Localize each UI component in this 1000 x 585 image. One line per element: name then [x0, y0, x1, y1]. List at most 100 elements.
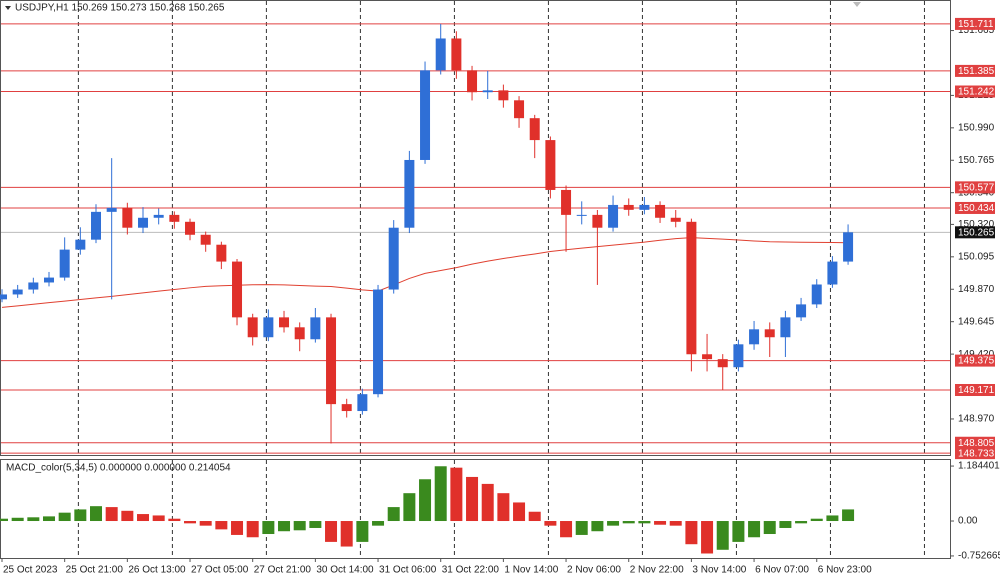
macd-bar: [544, 521, 557, 526]
candle-body: [843, 232, 854, 262]
macd-bar: [732, 521, 745, 542]
candle-body: [435, 38, 446, 71]
x-tick-label: 27 Oct 21:00: [254, 565, 312, 576]
macd-bar: [11, 517, 24, 522]
macd-bar: [466, 476, 479, 522]
macd-bar: [121, 510, 134, 522]
level-label: 151.711: [958, 19, 994, 30]
y-tick-label: 0.00: [958, 516, 978, 527]
macd-bar: [419, 479, 432, 522]
candle-body: [185, 221, 196, 235]
macd-bar: [701, 521, 714, 554]
macd-bar: [74, 509, 87, 522]
candle-body: [420, 70, 431, 160]
candle-body: [169, 214, 180, 222]
candle-body: [247, 317, 258, 338]
macd-bar: [763, 521, 776, 535]
candle-body: [122, 207, 133, 228]
candle-body: [263, 317, 274, 338]
macd-bar: [654, 521, 667, 525]
candle-body: [780, 317, 791, 338]
macd-bar: [215, 521, 228, 530]
level-label: 149.375: [958, 356, 995, 367]
macd-bar: [43, 516, 56, 522]
macd-bar: [403, 493, 416, 522]
level-label: 151.385: [958, 66, 995, 77]
candle-body: [811, 284, 822, 305]
level-label-box: [955, 181, 995, 194]
candle-body: [59, 249, 70, 278]
y-tick-label: 149.420: [958, 349, 995, 360]
candle-body: [655, 204, 666, 218]
macd-bar: [669, 521, 682, 526]
candle-body: [498, 90, 509, 101]
y-tick-label: 150.095: [958, 251, 995, 262]
candle-body: [373, 289, 384, 395]
level-label: 150.577: [958, 182, 995, 193]
candle-body: [592, 214, 603, 228]
y-tick-label: 150.990: [958, 122, 995, 133]
macd-bar: [356, 521, 369, 542]
macd-bar: [0, 518, 8, 522]
macd-bar: [607, 521, 620, 526]
chart-title: USDJPY,H1 150.269 150.273 150.268 150.26…: [15, 3, 225, 14]
x-tick-label: 6 Nov 07:00: [755, 565, 809, 576]
macd-bar: [591, 521, 604, 532]
candle-body: [733, 344, 744, 368]
candle-body: [467, 70, 478, 93]
level-label-box: [955, 85, 995, 98]
collapse-arrow[interactable]: [853, 2, 861, 7]
macd-bar: [372, 521, 385, 526]
macd-bar: [560, 521, 573, 538]
candle-body: [106, 207, 117, 212]
candle-body: [12, 289, 23, 295]
x-tick-label: 2 Nov 22:00: [630, 565, 684, 576]
macd-bar: [58, 512, 71, 522]
macd-bar: [137, 514, 150, 522]
y-tick-label: 150.765: [958, 155, 995, 166]
level-label-box: [955, 447, 995, 460]
level-label: 148.805: [958, 438, 995, 449]
x-tick-label: 25 Oct 21:00: [66, 565, 124, 576]
level-label: 148.733: [958, 448, 995, 459]
candle-body: [827, 261, 838, 285]
macd-bar: [795, 521, 808, 524]
macd-bar: [842, 509, 855, 522]
candle-body: [388, 227, 399, 290]
candle-body: [796, 304, 807, 318]
candle-body: [357, 394, 368, 412]
level-label-box: [955, 201, 995, 214]
macd-bar: [105, 507, 118, 522]
menu-arrow[interactable]: [5, 6, 11, 10]
candle-body: [279, 317, 290, 328]
candle-body: [341, 404, 352, 412]
candle-body: [404, 159, 415, 228]
candle-body: [608, 204, 619, 228]
macd-bar: [309, 521, 322, 528]
macd-bar: [528, 511, 541, 522]
candle-body: [529, 118, 540, 141]
y-tick-label: 148.970: [958, 414, 995, 425]
x-tick-label: 2 Nov 06:00: [567, 565, 621, 576]
candle-body: [75, 239, 86, 250]
candle-body: [702, 354, 713, 360]
candle-body: [749, 329, 760, 345]
macd-bar: [513, 502, 526, 522]
macd-bar: [575, 521, 588, 535]
macd-bar: [685, 521, 698, 545]
candle-body: [576, 214, 587, 216]
y-tick-label: 1.184401: [958, 461, 1000, 472]
macd-bar: [325, 521, 338, 542]
x-tick-label: 26 Oct 13:00: [128, 565, 186, 576]
macd-title: MACD_color(5,34,5) 0.000000 0.000000 0.2…: [6, 463, 231, 474]
candle-body: [44, 277, 55, 283]
macd-bar: [450, 467, 463, 522]
macd-bar: [481, 483, 494, 522]
candle-body: [686, 221, 697, 355]
macd-bar: [184, 521, 197, 524]
candle-body: [138, 217, 149, 228]
moving-average: [1, 237, 849, 308]
candle-body: [216, 244, 227, 262]
